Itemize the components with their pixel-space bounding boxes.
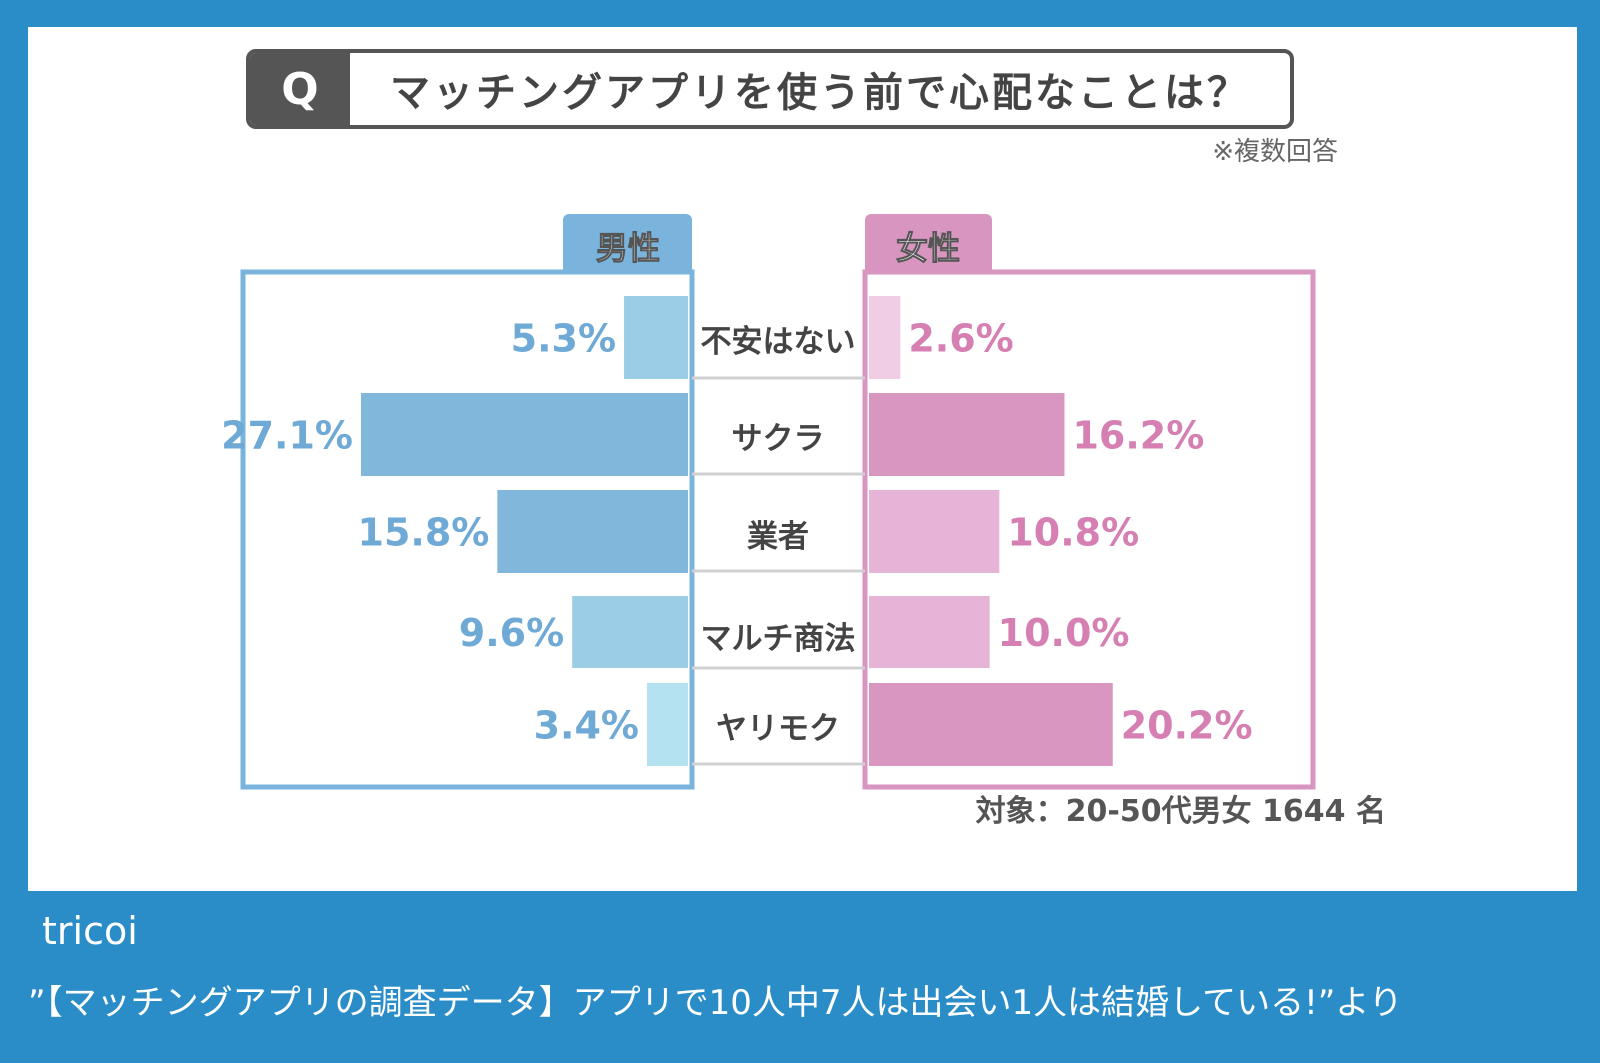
- male-bar: [497, 490, 688, 573]
- female-bar: [869, 296, 901, 379]
- male-data-label: 15.8%: [358, 511, 490, 555]
- female-data-label: 10.0%: [998, 611, 1130, 655]
- male-bar: [572, 596, 688, 668]
- footer-quote: ”【マッチングアプリの調査データ】アプリで10人中7人は出会い1人は結婚している…: [28, 983, 1403, 1023]
- female-bar: [869, 683, 1113, 766]
- female-tab-base: [865, 244, 992, 274]
- multiple-answer-note: ※複数回答: [1212, 137, 1338, 167]
- category-label: マルチ商法: [701, 621, 856, 657]
- question-title: マッチングアプリを使う前で心配なことは？: [390, 70, 1250, 116]
- footer-source: tricoi: [42, 909, 138, 953]
- respondents-note: 対象：20-50代男女 1644 名: [975, 794, 1386, 829]
- male-data-label: 27.1%: [221, 414, 353, 458]
- female-data-label: 2.6%: [908, 317, 1013, 361]
- category-label: ヤリモク: [716, 711, 840, 747]
- female-data-label: 10.8%: [1007, 511, 1139, 555]
- category-label: 業者: [747, 519, 809, 555]
- male-frame: [240, 269, 695, 790]
- female-bar: [869, 490, 1000, 573]
- female-frame: [862, 269, 1316, 790]
- question-box: Q マッチングアプリを使う前で心配なことは？: [246, 49, 1294, 129]
- male-bar: [361, 393, 688, 476]
- female-bar: [869, 393, 1065, 476]
- category-label: 不安はない: [701, 324, 856, 360]
- male-bar: [624, 296, 688, 379]
- male-bar: [646, 683, 688, 766]
- female-tab-label: 女性: [896, 229, 960, 267]
- question-badge: Q: [250, 53, 350, 125]
- female-data-label: 16.2%: [1072, 414, 1204, 458]
- female-bar: [869, 596, 990, 668]
- male-tab-label: 男性: [596, 229, 660, 267]
- male-data-label: 9.6%: [459, 611, 564, 655]
- female-data-label: 20.2%: [1121, 704, 1253, 748]
- male-tab-base: [565, 244, 692, 274]
- male-data-label: 3.4%: [534, 704, 639, 748]
- male-data-label: 5.3%: [511, 317, 616, 361]
- chart-card: [28, 27, 1577, 891]
- category-label: サクラ: [732, 421, 825, 457]
